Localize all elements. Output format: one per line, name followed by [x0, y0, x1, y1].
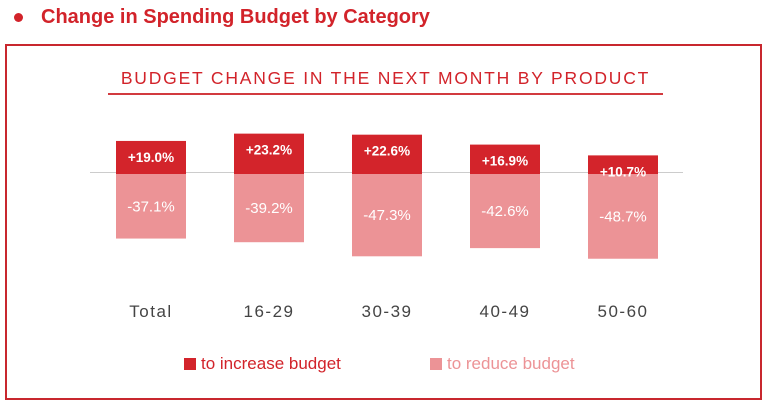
data-label-reduce-30-39: -47.3% [363, 207, 411, 224]
data-label-reduce-Total: -37.1% [127, 198, 175, 215]
legend-swatch-reduce [430, 358, 442, 370]
data-label-reduce-50-60: -48.7% [599, 208, 647, 225]
section-title: Change in Spending Budget by Category [41, 5, 430, 28]
x-tick-label-30-39: 30-39 [362, 302, 413, 321]
chart-frame [5, 44, 762, 400]
data-label-increase-50-60: +10.7% [600, 164, 646, 179]
legend-label-increase: to increase budget [201, 354, 341, 373]
x-tick-label-40-49: 40-49 [480, 302, 531, 321]
bar-increase-16-29 [234, 133, 304, 174]
data-label-reduce-16-29: -39.2% [245, 200, 293, 217]
legend-label-reduce: to reduce budget [447, 354, 575, 373]
data-label-increase-Total: +19.0% [128, 150, 174, 165]
bar-increase-50-60 [588, 155, 658, 174]
bar-reduce-30-39 [352, 174, 422, 257]
chart-title: BUDGET CHANGE IN THE NEXT MONTH BY PRODU… [120, 68, 651, 88]
bar-reduce-16-29 [234, 174, 304, 243]
legend-item-reduce: to reduce budget [430, 354, 575, 374]
legend: to increase budget to reduce budget [0, 354, 768, 376]
x-tick-label-50-60: 50-60 [598, 302, 649, 321]
data-label-increase-40-49: +16.9% [482, 154, 528, 169]
title-underline [108, 93, 663, 95]
bar-increase-30-39 [352, 134, 422, 174]
bar-increase-Total [116, 140, 186, 174]
data-label-increase-30-39: +22.6% [364, 144, 410, 159]
bullet-icon [14, 12, 23, 22]
bar-increase-40-49 [470, 144, 540, 174]
legend-swatch-increase [184, 358, 196, 370]
data-label-increase-16-29: +23.2% [246, 143, 292, 158]
bar-reduce-Total [116, 174, 186, 239]
chart-title-block: BUDGET CHANGE IN THE NEXT MONTH BY PRODU… [108, 66, 663, 95]
data-label-reduce-40-49: -42.6% [481, 203, 529, 220]
legend-item-increase: to increase budget [184, 354, 341, 374]
x-tick-label-16-29: 16-29 [244, 302, 295, 321]
bar-reduce-40-49 [470, 174, 540, 249]
section-header: Change in Spending Budget by Category [14, 2, 430, 32]
x-tick-label-Total: Total [129, 302, 172, 321]
bar-reduce-50-60 [588, 174, 658, 259]
